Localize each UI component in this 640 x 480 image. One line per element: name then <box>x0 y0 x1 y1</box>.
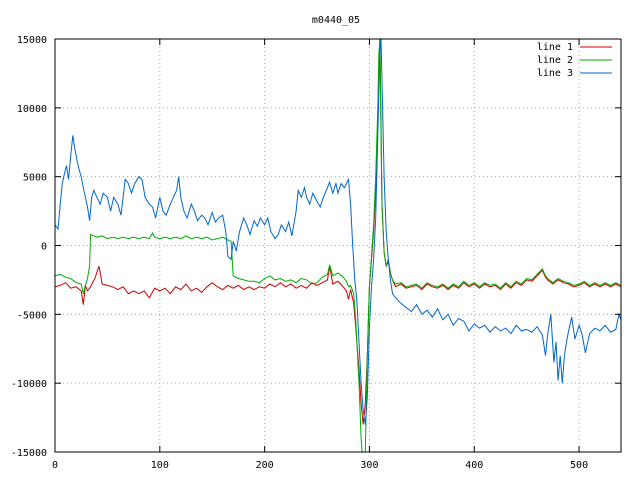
series-line-2 <box>55 39 621 452</box>
y-tick-label: 0 <box>41 242 47 253</box>
chart-title: m0440_05 <box>312 15 360 26</box>
series-line-3 <box>55 39 621 425</box>
y-tick-label: 5000 <box>23 173 47 184</box>
series-line-1 <box>55 39 621 425</box>
x-tick-label: 500 <box>570 460 588 471</box>
legend-label-1: line 1 <box>537 42 573 53</box>
x-tick-label: 0 <box>52 460 58 471</box>
x-tick-label: 400 <box>465 460 483 471</box>
legend-label-2: line 2 <box>537 55 573 66</box>
axis-ticks: 0 100 200 300 400 500 -15000 -10000 -5000 0 5000 10… <box>11 35 621 471</box>
legend-label-3: line 3 <box>537 68 573 79</box>
y-tick-label: -15000 <box>11 448 47 459</box>
series-lines <box>55 39 621 452</box>
y-tick-label: -10000 <box>11 379 47 390</box>
y-tick-label: 15000 <box>17 35 47 46</box>
y-tick-label: 10000 <box>17 104 47 115</box>
x-tick-label: 200 <box>256 460 274 471</box>
x-tick-label: 300 <box>360 460 378 471</box>
x-tick-label: 100 <box>151 460 169 471</box>
legend: line 1 line 2 line 3 <box>537 42 612 79</box>
grid-lines <box>55 39 621 452</box>
y-tick-label: -5000 <box>17 310 47 321</box>
